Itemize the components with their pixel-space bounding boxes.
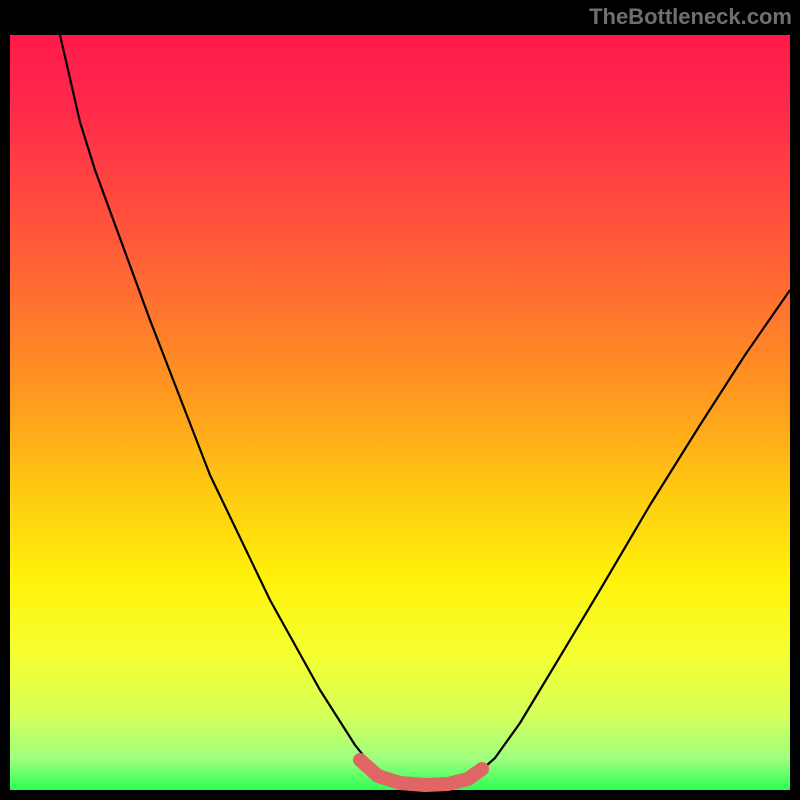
bottleneck-chart [0,0,800,800]
chart-container: TheBottleneck.com [0,0,800,800]
watermark-text: TheBottleneck.com [589,4,792,30]
border-right [790,0,800,800]
border-left [0,0,10,800]
gradient-background [10,35,790,790]
border-bottom [0,790,800,800]
